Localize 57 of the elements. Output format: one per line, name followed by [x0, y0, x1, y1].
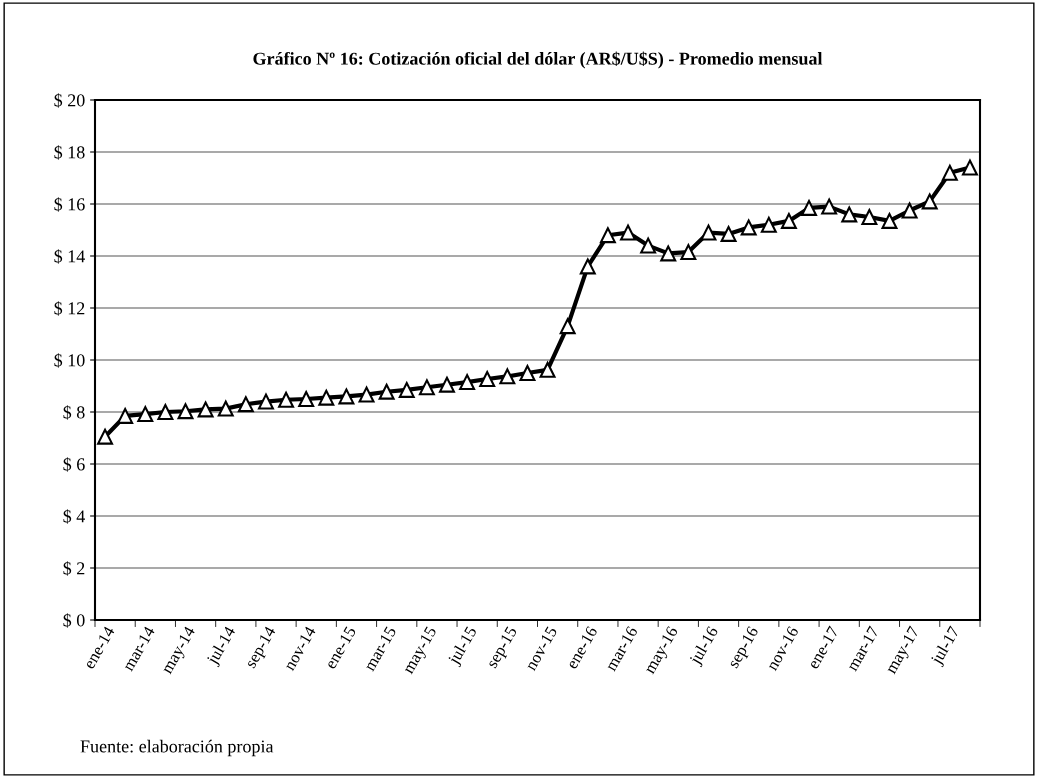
point: [941, 164, 958, 181]
point: [620, 224, 636, 241]
point: [821, 198, 838, 215]
point: [499, 368, 516, 385]
y-tick-label: $ 12: [54, 301, 85, 316]
point: [539, 361, 556, 378]
point: [961, 159, 978, 176]
point: [398, 381, 415, 398]
point: [358, 386, 375, 403]
point: [237, 396, 254, 413]
point: [217, 400, 234, 417]
point: [720, 225, 737, 242]
y-tick-label: $ 6: [63, 457, 85, 472]
point: [157, 404, 174, 420]
point: [278, 391, 295, 408]
point: [177, 403, 194, 420]
point: [418, 379, 435, 396]
point: [760, 216, 777, 233]
point: [137, 406, 154, 423]
point: [97, 428, 114, 445]
y-tick-label: $ 0: [63, 613, 85, 628]
point: [640, 237, 657, 254]
chart-title: Gráfico Nº 16: Cotización oficial del dólar (AR$/U$S) - Promedio mensual: [253, 51, 823, 69]
y-tick-label: $ 10: [54, 353, 85, 368]
y-tick-label: $ 20: [54, 93, 85, 108]
point: [660, 245, 677, 262]
point: [861, 209, 878, 225]
y-tick-label: $ 4: [63, 509, 85, 524]
point: [439, 376, 455, 393]
point: [479, 371, 496, 387]
point: [700, 224, 717, 241]
point: [901, 202, 918, 219]
point: [680, 244, 697, 261]
point: [318, 389, 335, 406]
y-tick-label: $ 8: [63, 405, 85, 420]
y-tick-label: $ 16: [54, 197, 85, 212]
point: [338, 388, 355, 405]
point: [801, 199, 818, 216]
point: [559, 318, 576, 335]
point: [740, 219, 757, 236]
y-tick-label: $ 14: [54, 249, 85, 264]
point: [459, 374, 476, 391]
point: [378, 383, 395, 400]
point: [257, 393, 274, 410]
y-tick-label: $ 18: [54, 145, 85, 160]
point: [841, 206, 858, 223]
y-tick-label: $ 2: [63, 561, 85, 576]
source-note: Fuente: elaboración propia: [80, 739, 274, 757]
point: [298, 391, 315, 407]
point: [780, 212, 797, 229]
point: [197, 401, 214, 418]
point: [921, 193, 938, 210]
point: [579, 258, 596, 275]
point: [599, 227, 616, 244]
point: [117, 407, 134, 424]
point: [881, 212, 898, 229]
point: [519, 365, 536, 381]
